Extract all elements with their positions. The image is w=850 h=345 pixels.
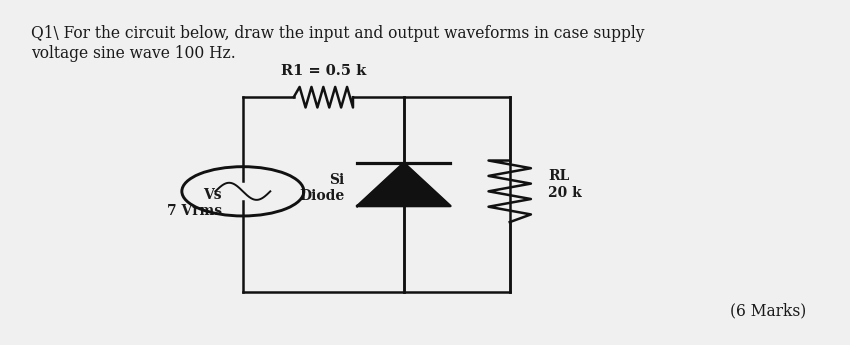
Text: Si
Diode: Si Diode	[299, 173, 344, 203]
Text: Q1\ For the circuit below, draw the input and output waveforms in case supply
vo: Q1\ For the circuit below, draw the inpu…	[31, 25, 644, 62]
Text: Vs
7 Vrms: Vs 7 Vrms	[167, 188, 222, 218]
Text: (6 Marks): (6 Marks)	[730, 303, 807, 320]
Polygon shape	[357, 163, 451, 206]
Text: RL
20 k: RL 20 k	[548, 169, 581, 199]
Text: R1 = 0.5 k: R1 = 0.5 k	[280, 65, 366, 78]
